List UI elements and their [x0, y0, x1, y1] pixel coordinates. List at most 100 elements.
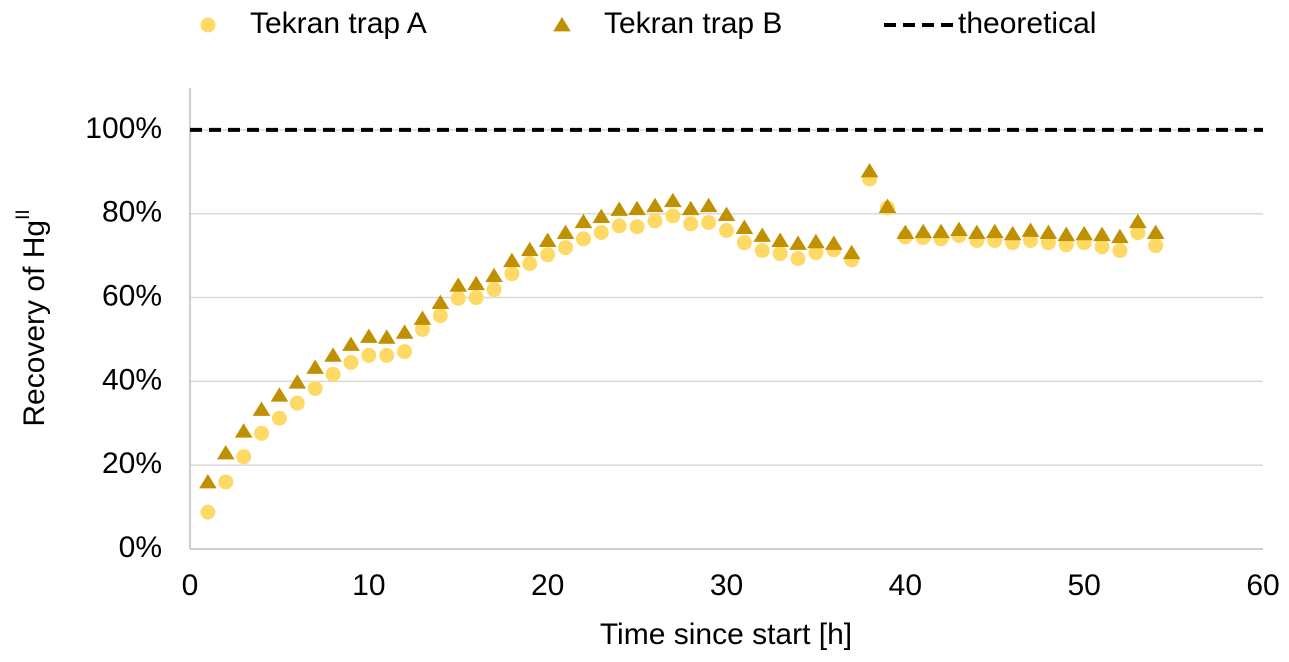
point	[736, 235, 752, 251]
point	[467, 275, 485, 291]
point	[1021, 222, 1040, 237]
x-tick-label: 0	[182, 569, 199, 602]
point	[1057, 226, 1076, 242]
legend-label: Tekran trap B	[604, 7, 782, 40]
point	[646, 197, 664, 213]
point	[468, 290, 484, 306]
point	[270, 387, 289, 402]
point	[199, 473, 217, 489]
point	[789, 235, 807, 250]
y-tick-label: 60%	[102, 279, 162, 312]
point	[681, 200, 700, 216]
point	[950, 221, 968, 237]
point	[558, 240, 574, 256]
point	[1003, 225, 1022, 241]
point	[1039, 224, 1058, 239]
point	[664, 192, 682, 208]
point	[1129, 213, 1147, 229]
point	[896, 224, 915, 239]
point	[449, 277, 468, 292]
y-tick-label: 20%	[102, 447, 162, 480]
x-tick-label: 50	[1067, 569, 1100, 602]
point	[254, 425, 270, 441]
point	[701, 215, 717, 231]
legend-marker	[553, 17, 571, 32]
point	[414, 321, 430, 337]
point	[1111, 228, 1129, 244]
point	[753, 227, 772, 242]
y-axis-label-superscript: II	[13, 209, 34, 220]
point	[842, 244, 861, 260]
point	[825, 235, 843, 250]
point	[540, 247, 556, 263]
point	[216, 445, 235, 460]
point	[379, 347, 395, 363]
legend-label: theoretical	[958, 7, 1096, 40]
point	[325, 366, 341, 382]
point	[432, 308, 448, 324]
point	[593, 225, 609, 241]
point	[808, 245, 824, 261]
point	[307, 380, 323, 396]
point	[665, 208, 681, 224]
point	[1093, 226, 1111, 242]
point	[234, 423, 253, 438]
point	[628, 200, 646, 216]
y-tick-label: 100%	[85, 112, 162, 145]
point	[377, 329, 396, 344]
point	[395, 324, 414, 339]
point	[361, 347, 377, 363]
y-axis-label: Recovery of HgII	[13, 209, 51, 426]
y-axis-label-main: Recovery of Hg	[18, 220, 51, 427]
x-tick-label: 40	[889, 569, 922, 602]
point	[807, 233, 825, 249]
x-tick-label: 10	[352, 569, 385, 602]
x-tick-label: 20	[531, 569, 564, 602]
point	[522, 256, 538, 272]
point	[360, 328, 378, 343]
point	[754, 243, 770, 259]
y-tick-label: 40%	[102, 363, 162, 396]
point	[252, 401, 271, 416]
point	[556, 224, 575, 239]
x-tick-label: 30	[710, 569, 743, 602]
point	[288, 374, 307, 389]
point	[520, 241, 539, 257]
point	[1112, 243, 1128, 259]
point	[413, 310, 432, 325]
point	[538, 232, 557, 247]
point	[629, 219, 645, 235]
point	[324, 347, 342, 362]
point	[610, 201, 628, 216]
point	[719, 222, 734, 238]
point	[683, 216, 699, 232]
legend-label: Tekran trap A	[250, 7, 427, 40]
point	[574, 213, 593, 229]
point	[486, 282, 502, 298]
point	[932, 223, 950, 239]
point	[342, 336, 360, 351]
point	[200, 504, 216, 520]
legend-marker	[200, 17, 216, 33]
point	[878, 198, 897, 214]
point	[431, 294, 450, 309]
point	[236, 449, 252, 465]
point	[306, 359, 324, 374]
point	[1146, 224, 1165, 239]
point	[699, 197, 718, 213]
point	[772, 246, 788, 262]
point	[503, 252, 521, 268]
point	[611, 218, 627, 234]
point	[968, 224, 986, 239]
point	[860, 162, 879, 178]
point	[271, 410, 287, 426]
point	[790, 251, 806, 267]
point	[592, 208, 611, 224]
point	[914, 223, 933, 239]
point	[343, 355, 359, 371]
point	[1094, 239, 1110, 255]
point	[397, 344, 413, 360]
point	[575, 231, 591, 247]
point	[1130, 225, 1146, 241]
